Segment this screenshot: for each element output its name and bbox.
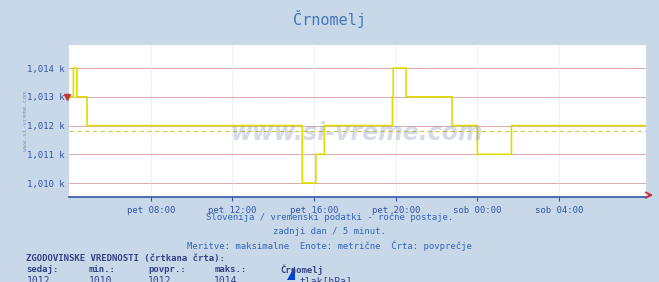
Text: 1014: 1014 [214, 276, 238, 282]
Text: Črnomelj: Črnomelj [293, 10, 366, 28]
Text: sedaj:: sedaj: [26, 265, 59, 274]
Text: ZGODOVINSKE VREDNOSTI (črtkana črta):: ZGODOVINSKE VREDNOSTI (črtkana črta): [26, 254, 225, 263]
Text: Slovenija / vremenski podatki - ročne postaje.: Slovenija / vremenski podatki - ročne po… [206, 213, 453, 222]
Text: www.si-vreme.com: www.si-vreme.com [231, 122, 484, 146]
Text: 1012: 1012 [26, 276, 50, 282]
Text: zadnji dan / 5 minut.: zadnji dan / 5 minut. [273, 227, 386, 236]
Text: povpr.:: povpr.: [148, 265, 186, 274]
Text: www.si-vreme.com: www.si-vreme.com [24, 91, 28, 151]
Polygon shape [287, 266, 295, 280]
Text: 1012: 1012 [148, 276, 172, 282]
Text: Meritve: maksimalne  Enote: metrične  Črta: povprečje: Meritve: maksimalne Enote: metrične Črta… [187, 240, 472, 251]
Text: Črnomelj: Črnomelj [280, 265, 323, 275]
Text: maks.:: maks.: [214, 265, 246, 274]
Text: tlak[hPa]: tlak[hPa] [300, 276, 353, 282]
Text: min.:: min.: [89, 265, 116, 274]
Text: 1010: 1010 [89, 276, 113, 282]
